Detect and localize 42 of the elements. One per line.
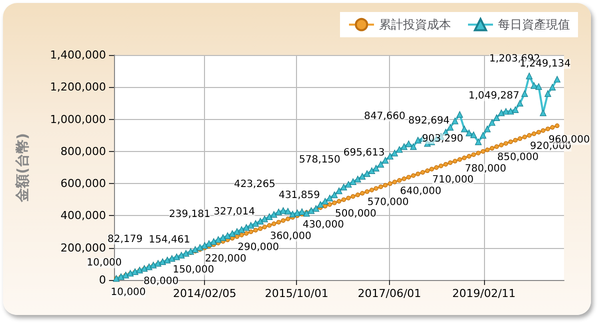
data-label: 578,150 [299,154,340,166]
data-label: 430,000 [302,220,344,231]
data-label: 780,000 [464,163,506,174]
data-label: 290,000 [238,242,279,254]
data-label: 920,000 [530,140,572,152]
data-label: 239,181 [169,208,210,220]
data-label: 154,461 [148,234,190,246]
data-label: 423,265 [234,179,276,190]
data-label: 431,859 [278,190,320,201]
x-tick-label: 2015/10/01 [264,287,328,300]
y-tick-label: 1,200,000 [50,80,106,94]
x-tick-label: 2019/02/11 [452,287,516,300]
data-label: 327,014 [214,206,255,218]
data-label: 360,000 [270,230,312,242]
data-label: 1,049,287 [468,90,520,102]
y-tick-label: 1,000,000 [50,112,106,126]
legend-label: 每日資產現值 [498,18,570,32]
data-label: 500,000 [335,208,376,220]
data-label: 892,694 [408,116,450,127]
data-label: 710,000 [432,174,474,186]
y-tick-label: 400,000 [60,209,106,222]
y-tick-label: 1,400,000 [50,48,106,62]
x-tick-label: 2017/06/01 [358,287,422,300]
data-label: 82,179 [108,234,143,245]
y-tick-label: 200,000 [60,241,106,254]
data-label: 220,000 [205,253,246,264]
data-label: 847,660 [364,110,406,122]
data-label: 10,000 [86,258,122,269]
data-label: 695,613 [343,147,385,158]
y-tick-label: 800,000 [60,144,106,158]
y-axis-title: 金額(台幣) [14,133,31,203]
y-tick-label: 600,000 [60,177,106,190]
data-label: 903,290 [422,133,464,144]
data-label: 10,000 [110,287,146,298]
data-label: 640,000 [400,186,442,197]
data-label: 850,000 [497,152,539,164]
legend-label: 累計投資成本 [379,18,451,32]
data-label: 150,000 [172,264,214,276]
data-label: 570,000 [367,197,409,208]
y-tick-label: 0 [99,274,106,286]
x-tick-label: 2014/02/05 [173,287,236,300]
data-label: 80,000 [144,276,179,287]
